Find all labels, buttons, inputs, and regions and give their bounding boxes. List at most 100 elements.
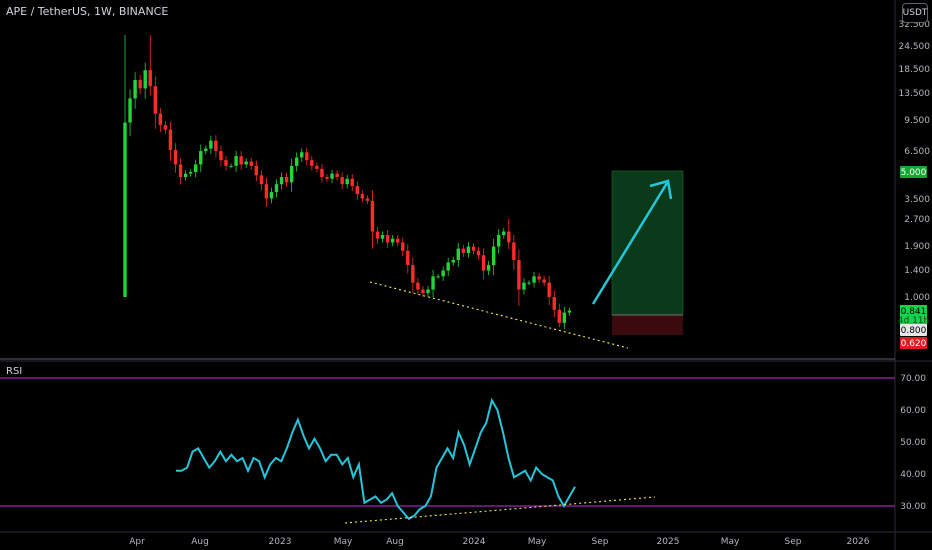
candle-body bbox=[335, 173, 339, 178]
rsi-tick-label: 50.00 bbox=[900, 438, 926, 448]
candle-body bbox=[320, 168, 324, 178]
candle-body bbox=[350, 178, 354, 187]
candle-body bbox=[295, 157, 299, 166]
candle-body bbox=[375, 231, 380, 239]
stop-price-badge-bg bbox=[900, 337, 927, 349]
candle-body bbox=[168, 129, 173, 150]
price-tick-label: 24.500 bbox=[899, 42, 931, 52]
price-candle bbox=[401, 237, 405, 257]
projection-arrow[interactable] bbox=[591, 179, 673, 305]
candle-body bbox=[456, 248, 460, 261]
candle-body bbox=[300, 152, 304, 158]
long-position-target-zone[interactable] bbox=[611, 170, 684, 335]
candle-body bbox=[431, 276, 435, 290]
candle-body bbox=[224, 160, 228, 166]
time-tick-label: Aug bbox=[191, 537, 209, 547]
price-candle bbox=[552, 290, 556, 318]
price-support-line bbox=[369, 281, 629, 349]
price-candle bbox=[491, 238, 496, 276]
candle-body bbox=[436, 276, 440, 278]
candle-body bbox=[481, 255, 486, 271]
price-candle bbox=[315, 162, 319, 173]
candle-body bbox=[229, 165, 233, 167]
price-candle bbox=[532, 272, 536, 288]
price-candle bbox=[325, 174, 329, 182]
price-candle bbox=[148, 35, 152, 96]
candle-body bbox=[451, 260, 455, 263]
price-candle bbox=[335, 170, 339, 181]
candle-body bbox=[264, 184, 269, 199]
candle-body bbox=[249, 161, 253, 166]
price-candle bbox=[214, 135, 218, 158]
candle-body bbox=[426, 289, 430, 294]
price-candle bbox=[436, 274, 440, 279]
price-candle bbox=[138, 75, 142, 95]
symbol-title[interactable]: APE / TetherUS, 1W, BINANCE bbox=[6, 5, 169, 18]
candle-body bbox=[507, 231, 511, 243]
rsi-panel-label[interactable]: RSI bbox=[6, 366, 23, 377]
stop-zone-box bbox=[612, 315, 683, 335]
candle-body bbox=[390, 238, 395, 243]
price-candle bbox=[396, 235, 400, 247]
price-candle bbox=[305, 147, 309, 166]
time-axis[interactable]: Apr Aug 2023 May Aug 2024 May Sep 2025 May Sep 2026 bbox=[129, 537, 870, 547]
trend-lines[interactable] bbox=[369, 281, 629, 349]
price-candle bbox=[497, 229, 501, 254]
candle-body bbox=[497, 235, 501, 247]
price-candle bbox=[310, 155, 314, 171]
price-axis[interactable]: 32.500 24.500 18.500 13.500 9.500 6.500 3.500 2… bbox=[899, 20, 931, 303]
candle-body bbox=[128, 98, 132, 123]
rsi-axis[interactable]: 70.00 60.00 50.00 40.00 30.00 bbox=[900, 374, 926, 512]
price-candle bbox=[547, 276, 551, 306]
candle-body bbox=[517, 260, 521, 290]
rsi-trend-line[interactable] bbox=[344, 496, 656, 524]
rsi-bands bbox=[0, 377, 895, 507]
candle-body bbox=[143, 70, 147, 89]
stop-price-badge-label: 0.620 bbox=[901, 339, 927, 349]
price-candle bbox=[411, 257, 415, 293]
currency-button[interactable]: USDT bbox=[902, 3, 928, 23]
price-candle bbox=[284, 172, 289, 187]
price-candle bbox=[481, 248, 486, 280]
candle-body bbox=[269, 192, 274, 199]
price-candle bbox=[224, 155, 228, 171]
rsi-tick-label: 40.00 bbox=[900, 470, 926, 480]
price-candle bbox=[522, 278, 526, 295]
candle-body bbox=[148, 70, 152, 87]
price-candle bbox=[194, 159, 198, 178]
candle-body bbox=[194, 164, 198, 173]
price-candle bbox=[340, 172, 344, 190]
price-candle bbox=[345, 174, 349, 189]
price-tick-label: 1.000 bbox=[904, 293, 930, 303]
candle-body bbox=[345, 178, 349, 185]
candle-body bbox=[461, 248, 466, 254]
candle-body bbox=[416, 282, 420, 290]
candle-body bbox=[330, 173, 334, 179]
price-candle bbox=[406, 244, 410, 274]
candle-body bbox=[133, 80, 137, 99]
price-candle bbox=[320, 164, 324, 183]
price-candle bbox=[153, 76, 157, 129]
time-tick-label: 2024 bbox=[463, 537, 486, 547]
candle-body bbox=[325, 177, 329, 179]
price-candle bbox=[461, 244, 466, 258]
price-tick-label: 13.500 bbox=[899, 89, 931, 99]
price-tick-label: 2.700 bbox=[904, 215, 930, 225]
candle-body bbox=[466, 246, 471, 254]
price-candle bbox=[370, 190, 375, 249]
candle-body bbox=[340, 177, 344, 185]
candle-body bbox=[471, 246, 476, 251]
arrow-head bbox=[649, 179, 673, 200]
rsi-tick-label: 70.00 bbox=[900, 374, 926, 384]
price-candle bbox=[234, 150, 238, 173]
candle-body bbox=[421, 289, 425, 294]
price-candle bbox=[441, 266, 445, 281]
price-candle bbox=[426, 285, 430, 297]
price-candle bbox=[380, 231, 385, 243]
price-candle bbox=[446, 257, 450, 277]
price-candle bbox=[507, 218, 511, 250]
price-candle bbox=[476, 246, 481, 260]
candle-body bbox=[183, 173, 188, 178]
time-tick-label: 2023 bbox=[269, 537, 292, 547]
